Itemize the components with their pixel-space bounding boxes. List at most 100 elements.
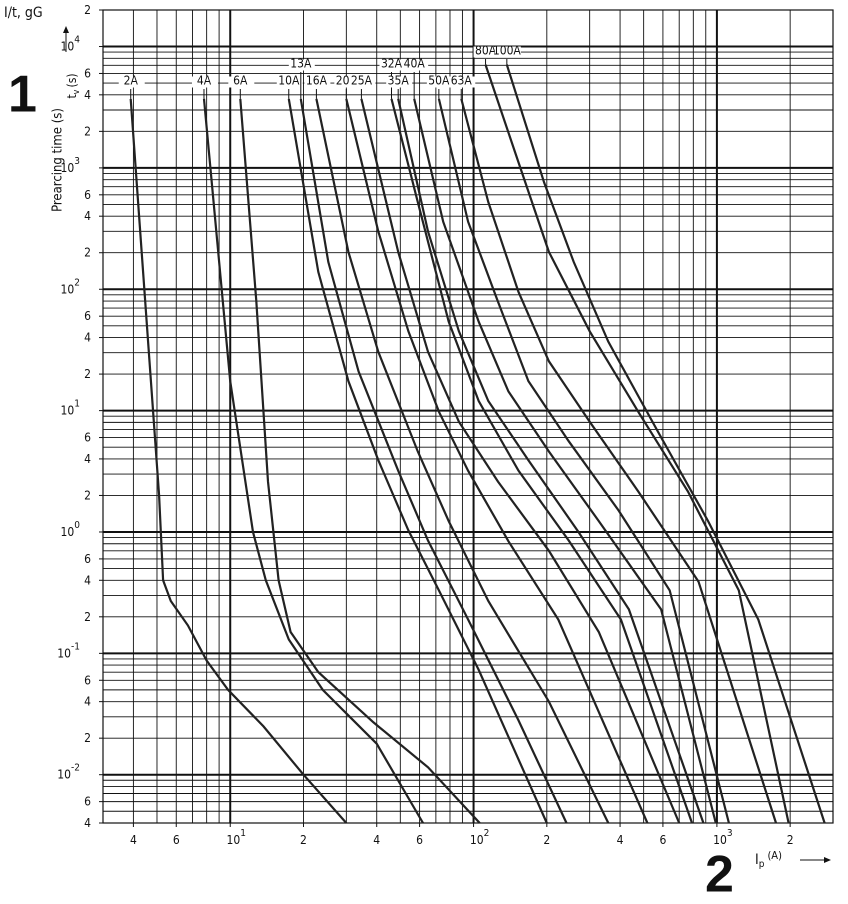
tick-label: 103: [61, 156, 80, 175]
tick-label: 2: [84, 731, 91, 745]
tick-label: 6: [84, 794, 91, 808]
tick-label: 2: [300, 833, 307, 847]
tick-label: 6: [416, 833, 423, 847]
series-line: [437, 98, 730, 824]
tick-label-sup: 0: [74, 520, 80, 531]
tick-label-sup: 1: [74, 399, 80, 410]
series-line: [129, 98, 348, 824]
x-axis-unit: Ip(A): [755, 849, 782, 870]
tick-label-sup: -2: [71, 763, 80, 774]
tick-label-text: 6: [84, 187, 91, 201]
tick-label-text: 4: [617, 833, 624, 847]
series-label: 80A: [475, 44, 497, 58]
unit-symbol: t: [65, 94, 79, 98]
tick-label-text: 2: [84, 731, 91, 745]
tick-label-text: 10: [61, 403, 75, 417]
unit-symbol: I: [755, 852, 759, 868]
axis-arrow-head: [63, 26, 69, 33]
tick-label: 4: [84, 694, 91, 708]
tick-label-text: 2: [84, 367, 91, 381]
tick-label-text: 6: [84, 551, 91, 565]
tick-label-text: 10: [61, 524, 75, 538]
y-axis-unit: tv (s): [65, 73, 82, 98]
series-label: 13A: [290, 57, 312, 71]
tick-label-text: 2: [84, 245, 91, 259]
tick-label: 2: [84, 3, 91, 17]
tick-label-text: 10: [61, 39, 75, 53]
tick-label: 2: [84, 245, 91, 259]
tick-label-text: 6: [84, 309, 91, 323]
tick-label: 6: [84, 309, 91, 323]
tick-label-text: 4: [84, 451, 91, 465]
grid: [102, 9, 834, 824]
tick-label-sup: 1: [240, 828, 246, 839]
tick-label-text: 2: [84, 3, 91, 17]
tick-label: 101: [61, 399, 80, 418]
unit-sub: p: [759, 859, 765, 870]
tick-label-text: 10: [61, 160, 75, 174]
tick-label: 6: [84, 187, 91, 201]
tick-label-sup: 3: [74, 156, 80, 167]
tick-label: 4: [84, 451, 91, 465]
series-line: [287, 98, 548, 824]
tick-label-text: 2: [787, 833, 794, 847]
tick-label-text: 6: [416, 833, 423, 847]
tick-label-text: 10: [61, 282, 75, 296]
series-line: [202, 98, 424, 824]
tick-label-text: 2: [300, 833, 307, 847]
tick-label-text: 4: [84, 87, 91, 101]
tick-label-text: 4: [373, 833, 380, 847]
tick-label-sup: 2: [484, 828, 490, 839]
tick-label-text: 6: [84, 430, 91, 444]
tick-label-text: 4: [84, 330, 91, 344]
tick-label: 2: [84, 367, 91, 381]
tick-label-text: 6: [84, 673, 91, 687]
series-line: [315, 98, 610, 824]
tick-label-text: 10: [226, 833, 240, 847]
tick-label: 4: [84, 209, 91, 223]
tick-label: 2: [84, 609, 91, 623]
tick-label-sup: -1: [71, 641, 80, 652]
annotation: 1: [8, 66, 37, 124]
chart-title: I/t, gG: [4, 5, 43, 21]
series-line: [239, 98, 481, 824]
tick-label: 4: [84, 816, 91, 830]
tick-label: 4: [84, 87, 91, 101]
tick-label: 103: [713, 828, 732, 847]
tick-label: 101: [226, 828, 245, 847]
tick-label: 2: [84, 124, 91, 138]
tick-label: 6: [659, 833, 666, 847]
tick-label-text: 2: [84, 124, 91, 138]
series-line: [390, 98, 694, 824]
series-line: [345, 98, 649, 824]
annotation: 2: [705, 846, 734, 904]
series-label: 6A: [233, 74, 248, 88]
tick-label-text: 4: [84, 573, 91, 587]
plot-frame: [102, 9, 834, 824]
tick-label-text: 4: [84, 816, 91, 830]
series-line: [484, 64, 790, 824]
tick-label-text: 6: [173, 833, 180, 847]
series-line: [505, 64, 826, 824]
series-label: 40A: [404, 57, 426, 71]
tick-label-text: 6: [659, 833, 666, 847]
tick-label-text: 10: [57, 767, 71, 781]
tick-label-text: 2: [84, 488, 91, 502]
tick-label: 10-2: [57, 763, 80, 782]
series-label: 35A: [388, 74, 410, 88]
tick-label: 2: [543, 833, 550, 847]
series-line: [397, 98, 705, 824]
tick-label-text: 10: [713, 833, 727, 847]
series-label: 2A: [124, 74, 139, 88]
y-axis-label: Prearcing time (s): [51, 108, 66, 212]
tick-label-text: 4: [84, 209, 91, 223]
tick-label: 6: [173, 833, 180, 847]
series-label: 4A: [197, 74, 212, 88]
tick-label: 6: [84, 551, 91, 565]
series-label: 25A: [351, 74, 373, 88]
tick-label-sup: 2: [74, 277, 80, 288]
series-label: 100A: [493, 44, 522, 58]
tick-label-text: 10: [470, 833, 484, 847]
series-label: 63A: [451, 74, 473, 88]
